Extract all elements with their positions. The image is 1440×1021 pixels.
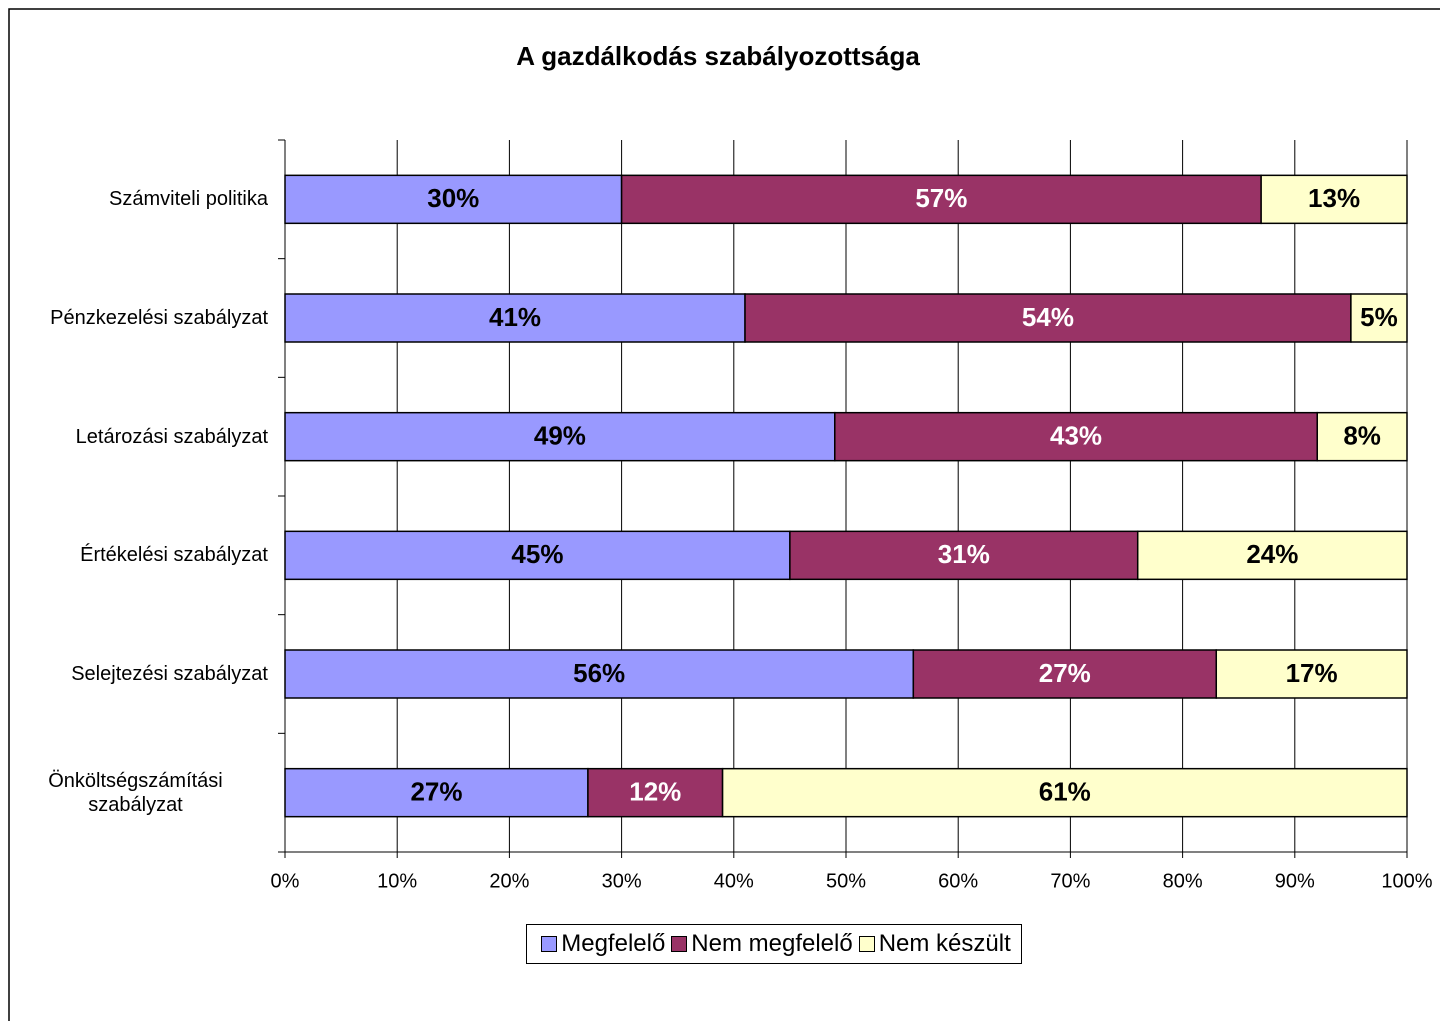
bar-segment bbox=[284, 767, 589, 818]
bar-segment bbox=[587, 767, 724, 818]
data-label: 49% bbox=[534, 421, 586, 451]
x-tick-label: 60% bbox=[938, 870, 978, 892]
y-tick-label: Selejtezési szabályzat bbox=[71, 663, 268, 685]
bar-segment bbox=[284, 649, 915, 699]
x-tick-label: 70% bbox=[1050, 870, 1090, 892]
x-tick-label: 10% bbox=[377, 870, 417, 892]
bar-segment bbox=[1260, 174, 1408, 225]
data-label: 12% bbox=[629, 777, 681, 807]
bar-segment bbox=[284, 530, 791, 581]
y-tick-label: Számviteli politika bbox=[109, 188, 268, 211]
x-tick-label: 80% bbox=[1163, 870, 1203, 892]
data-label: 41% bbox=[489, 302, 541, 332]
bar-segment bbox=[284, 174, 623, 225]
x-tick-label: 50% bbox=[826, 870, 866, 892]
chart-border bbox=[8, 8, 1440, 1021]
x-tick-label: 100% bbox=[1381, 870, 1432, 892]
data-label: 17% bbox=[1286, 658, 1338, 688]
legend-swatch bbox=[541, 936, 558, 952]
y-tick-label: Önköltségszámítási szabályzat bbox=[48, 769, 223, 816]
x-tick-label: 20% bbox=[489, 870, 529, 892]
data-label: 8% bbox=[1343, 421, 1381, 451]
data-label: 54% bbox=[1022, 302, 1074, 332]
data-label: 61% bbox=[1039, 777, 1091, 807]
legend-label: Megfelelő bbox=[561, 930, 666, 957]
data-label: 30% bbox=[427, 183, 479, 213]
bar-segment bbox=[1316, 411, 1408, 462]
x-tick-label: 0% bbox=[271, 870, 300, 892]
bar-segment bbox=[284, 411, 836, 462]
legend-label: Nem készült bbox=[878, 930, 1011, 957]
data-label: 5% bbox=[1360, 302, 1398, 332]
legend-label: Nem megfelelő bbox=[691, 930, 853, 957]
data-label: 27% bbox=[410, 777, 462, 807]
x-tick-label: 30% bbox=[602, 870, 642, 892]
x-tick-label: 90% bbox=[1275, 870, 1315, 892]
y-tick-label: Pénzkezelési szabályzat bbox=[50, 307, 268, 329]
data-label: 27% bbox=[1039, 658, 1091, 688]
y-tick-label: Letározási szabályzat bbox=[75, 425, 268, 448]
data-label: 43% bbox=[1050, 421, 1102, 451]
bar-segment bbox=[1136, 530, 1408, 581]
data-label: 45% bbox=[511, 539, 563, 569]
legend-swatch bbox=[671, 936, 688, 952]
bar-segment bbox=[789, 530, 1139, 581]
x-tick-label: 40% bbox=[714, 870, 754, 892]
legend-swatch bbox=[858, 936, 875, 952]
bar-segment bbox=[1215, 649, 1408, 699]
data-label: 31% bbox=[938, 539, 990, 569]
bar-segment bbox=[912, 649, 1218, 699]
y-tick-label: Értékelési szabályzat bbox=[80, 544, 268, 567]
bar-segment bbox=[721, 767, 1408, 818]
data-label: 24% bbox=[1246, 539, 1298, 569]
data-label: 57% bbox=[915, 183, 967, 213]
data-label: 13% bbox=[1308, 183, 1360, 213]
chart-title: A gazdálkodás szabályozottsága bbox=[516, 41, 920, 71]
bar-segment bbox=[1350, 293, 1408, 343]
legend: Megfelelő Nem megfelelő Nem készült bbox=[526, 924, 1022, 964]
bar-segment bbox=[744, 293, 1352, 343]
data-label: 56% bbox=[573, 658, 625, 688]
